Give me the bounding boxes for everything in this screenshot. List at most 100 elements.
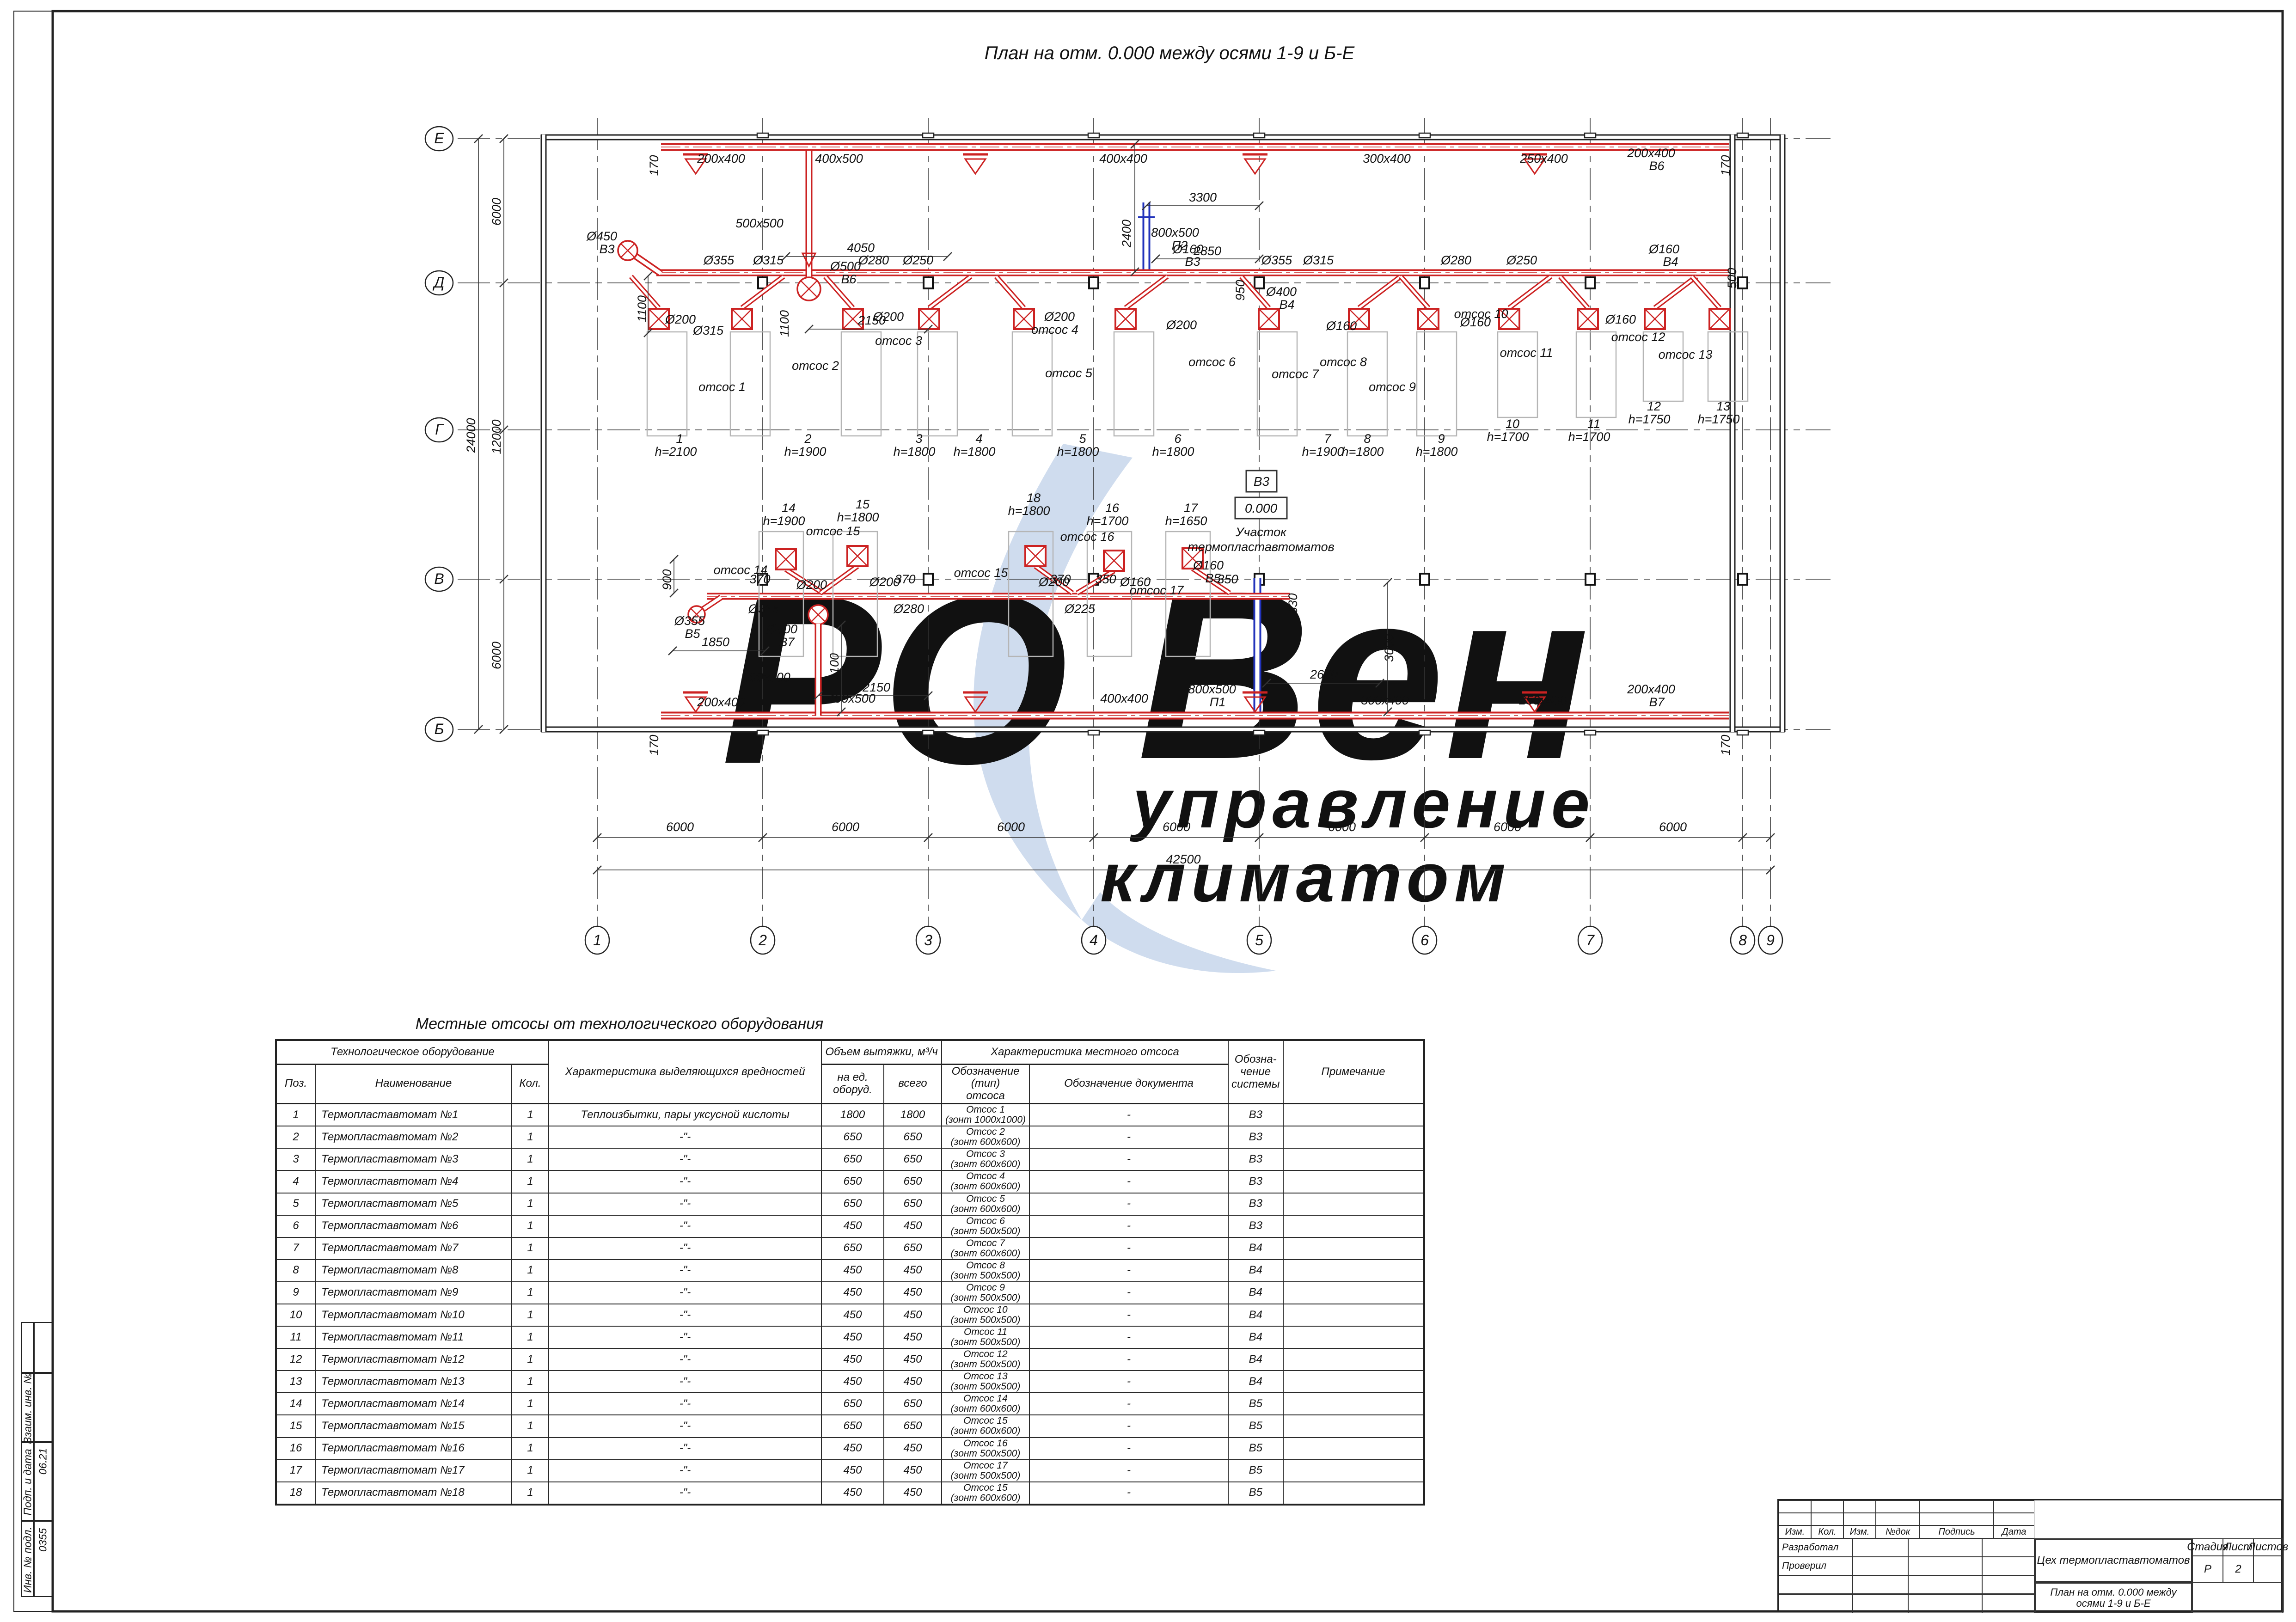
cell-harm: -"- xyxy=(548,1192,822,1216)
hood-cross xyxy=(918,308,940,330)
table-row: 17 Термопластавтомат №17 1 -"- 450 450 Отсос 1… xyxy=(276,1459,1425,1482)
plan-label: Ø160 xyxy=(1648,242,1679,256)
col-harm: Характеристика выделяющихся вредностей xyxy=(548,1040,822,1105)
plan-label: 2150 xyxy=(857,313,886,327)
grille-triangle xyxy=(1243,158,1267,175)
column xyxy=(1088,276,1099,289)
cell-harm: -"- xyxy=(548,1348,822,1371)
plan-label: 2150 xyxy=(862,680,890,694)
plan-label: 170 xyxy=(647,155,661,176)
cell-pos: 10 xyxy=(276,1303,316,1327)
rev-cell xyxy=(1779,1513,1811,1525)
axis-bubble xyxy=(584,925,610,955)
cell-note xyxy=(1282,1348,1425,1371)
table-row: 11 Термопластавтомат №11 1 -"- 450 450 Отсос 1… xyxy=(276,1326,1425,1349)
axis-bubble xyxy=(1577,925,1603,955)
column xyxy=(1737,573,1748,586)
cell-qty: 1 xyxy=(511,1392,549,1416)
cell-name: Термопластавтомат №11 xyxy=(315,1326,512,1349)
plan-label: h=1800 xyxy=(837,510,879,524)
cell-note xyxy=(1282,1126,1425,1149)
watermark-swoosh xyxy=(974,444,1133,920)
dim-tick xyxy=(781,252,790,261)
axis-label: 4 xyxy=(1090,932,1098,949)
plan-label: 170 xyxy=(1719,155,1733,176)
cell-harm: -"- xyxy=(548,1303,822,1327)
plan-label: 9 xyxy=(1438,432,1445,446)
plan-label: h=1700 xyxy=(1487,430,1529,444)
cell-note xyxy=(1282,1326,1425,1349)
plan-label: В4 xyxy=(1279,298,1294,312)
plan-label: Ø315 xyxy=(748,602,779,616)
cell-qty: 1 xyxy=(511,1192,549,1216)
plan-label: Ø200 xyxy=(869,575,900,589)
plan-label: Ø500 xyxy=(766,622,797,636)
axis-label: 1 xyxy=(593,932,601,949)
cell-doc: - xyxy=(1029,1481,1229,1505)
cell-qty: 1 xyxy=(511,1236,549,1260)
plan-label: 3 xyxy=(915,432,922,446)
table-row: 10 Термопластавтомат №10 1 -"- 450 450 Отсос 1… xyxy=(276,1303,1425,1327)
signature-cell xyxy=(1908,1575,1982,1594)
cell-unit: 450 xyxy=(821,1326,884,1349)
plan-label: Ø200 xyxy=(1166,318,1197,332)
cell-note xyxy=(1282,1281,1425,1304)
plan-label: П2 xyxy=(1172,239,1188,252)
cell-name: Термопластавтомат №5 xyxy=(315,1192,512,1216)
plan-label: 5 xyxy=(1079,432,1086,446)
hood-cross xyxy=(648,308,669,330)
plan-label: 4050 xyxy=(847,241,875,255)
plan-label: 250x400 xyxy=(1518,693,1567,707)
sheet-label: Лист xyxy=(2223,1538,2253,1556)
rev-cell xyxy=(1843,1500,1876,1513)
plan-label: отсос 10 xyxy=(1454,307,1508,321)
table-row: 15 Термопластавтомат №15 1 -"- 650 650 Отсос 1… xyxy=(276,1414,1425,1438)
axis-bubble xyxy=(1081,925,1107,955)
cell-note xyxy=(1282,1303,1425,1327)
equipment-outline xyxy=(1011,331,1053,437)
dim-tick xyxy=(1255,833,1264,842)
signature-cell xyxy=(1779,1594,1853,1613)
plan-label: h=2100 xyxy=(655,445,697,459)
cell-qty: 1 xyxy=(511,1348,549,1371)
signature-cell xyxy=(1908,1538,1982,1557)
branch-duct-core xyxy=(820,565,858,594)
cell-note xyxy=(1282,1437,1425,1460)
plan-label: 6000 xyxy=(1659,820,1687,834)
dim-tick xyxy=(474,134,483,143)
cell-qty: 1 xyxy=(511,1437,549,1460)
equipment-outline xyxy=(1416,331,1457,437)
branch-duct-core xyxy=(1358,275,1402,309)
plan-label: Ø500 xyxy=(830,259,861,273)
dim-tick xyxy=(924,833,933,842)
column xyxy=(757,276,768,289)
cell-sys: В4 xyxy=(1228,1326,1284,1349)
hood-cross xyxy=(842,308,863,330)
cell-pos: 4 xyxy=(276,1170,316,1194)
dim-tick xyxy=(1420,833,1429,842)
hood-cross xyxy=(1644,308,1665,330)
cell-doc: - xyxy=(1029,1414,1229,1438)
cell-sys: В5 xyxy=(1228,1481,1284,1505)
cell-harm: -"- xyxy=(548,1459,822,1482)
margin-label-cell-podp-data xyxy=(21,1442,34,1521)
equipment-outline xyxy=(1497,331,1538,418)
dim-tick xyxy=(1375,679,1384,688)
rev-cell xyxy=(1779,1500,1811,1513)
cell-total: 450 xyxy=(883,1370,942,1394)
cell-name: Термопластавтомат №2 xyxy=(315,1126,512,1149)
stage-value: Р xyxy=(2192,1556,2223,1582)
plan-label: Ø315 xyxy=(1303,253,1334,267)
plan-label: Ø200 xyxy=(796,578,827,592)
cell-sys: В5 xyxy=(1228,1459,1284,1482)
table-row: 5 Термопластавтомат №5 1 -"- 650 650 Отсос 5 (… xyxy=(276,1192,1425,1216)
cell-total: 450 xyxy=(883,1259,942,1282)
plan-label: Ø450 xyxy=(586,229,617,243)
axis-label: Д xyxy=(433,274,445,291)
dim-tick xyxy=(499,425,508,435)
plan-label: отсос 13 xyxy=(1659,348,1713,361)
plan-label: В5 xyxy=(685,627,700,641)
pilaster xyxy=(922,729,935,736)
cell-harm: -"- xyxy=(548,1214,822,1238)
dim-tick xyxy=(1586,833,1595,842)
